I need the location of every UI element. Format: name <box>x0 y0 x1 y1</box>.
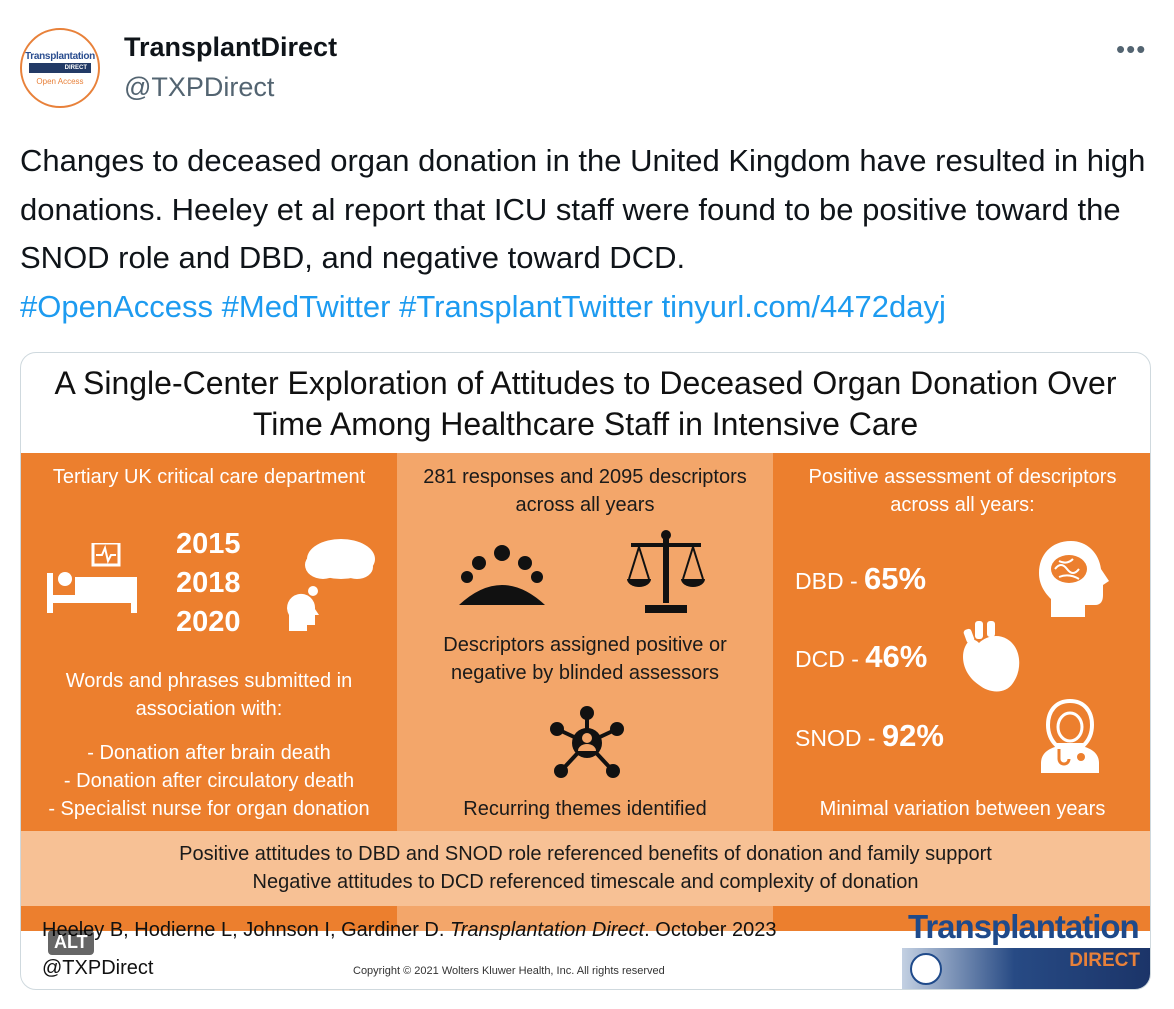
right-footer: Minimal variation between years <box>819 798 1106 820</box>
alt-text-badge[interactable]: ALT <box>48 930 94 955</box>
brain-head-icon <box>1039 541 1109 617</box>
logo-band <box>902 948 1150 989</box>
summary-line-2: Negative attitudes to DCD referenced tim… <box>252 871 919 893</box>
stat-dcd: DCD - 46% <box>795 639 927 675</box>
tweet-link[interactable]: tinyurl.com/4472dayj <box>661 288 946 324</box>
scales-icon <box>627 530 705 613</box>
citation-authors: Heeley B, Hodierne L, Johnson I, Gardine… <box>42 919 450 941</box>
summary-line-1: Positive attitudes to DBD and SNOD role … <box>179 843 992 865</box>
copyright: Copyright © 2021 Wolters Kluwer Health, … <box>353 965 665 977</box>
year-2020: 2020 <box>176 606 241 638</box>
thinking-head-icon <box>287 539 375 631</box>
logo-subtitle: DIRECT <box>1069 950 1140 971</box>
hashtag-openaccess[interactable]: #OpenAccess <box>20 288 213 324</box>
more-dots-icon[interactable]: ••• <box>1116 34 1147 64</box>
citation-date: . October 2023 <box>644 919 777 941</box>
summary-band: Positive attitudes to DBD and SNOD role … <box>21 831 1150 906</box>
infographic-title: A Single-Center Exploration of Attitudes… <box>54 365 1117 442</box>
stat-dbd-value: 65% <box>864 561 927 596</box>
transplantation-direct-logo: Transplantation DIRECT <box>902 908 1150 989</box>
heart-icon <box>963 621 1020 692</box>
group-meeting-icon <box>459 545 545 605</box>
author-avatar[interactable]: Transplantation DIRECT Open Access <box>20 28 100 108</box>
left-item-1: - Donation after brain death <box>87 742 331 764</box>
left-heading: Tertiary UK critical care department <box>52 466 366 488</box>
stat-snod-label: SNOD - <box>795 725 882 751</box>
tweet-text: Changes to deceased organ donation in th… <box>20 137 1160 331</box>
left-item-2: - Donation after circulatory death <box>63 770 355 792</box>
hashtag-medtwitter[interactable]: #MedTwitter <box>221 288 391 324</box>
year-2015: 2015 <box>176 528 241 560</box>
stat-snod: SNOD - 92% <box>795 718 944 754</box>
nurse-icon <box>1041 698 1099 773</box>
avatar-text-3: Open Access <box>36 76 84 86</box>
years-list: 2015 2018 2020 <box>176 525 241 642</box>
year-2018: 2018 <box>176 567 241 599</box>
words-intro: Words and phrases submitted in associati… <box>65 670 353 720</box>
hashtag-transplanttwitter[interactable]: #TransplantTwitter <box>399 288 653 324</box>
stat-snod-value: 92% <box>881 718 944 753</box>
descriptors-assigned: Descriptors assigned positive or negativ… <box>443 634 727 684</box>
avatar-text-2: DIRECT <box>29 62 91 73</box>
avatar-text-1: Transplantation <box>25 50 95 62</box>
themes-identified: Recurring themes identified <box>463 798 707 820</box>
tweet-body: Changes to deceased organ donation in th… <box>20 143 1146 275</box>
society-seal-icon <box>910 953 942 985</box>
citation-journal: Transplantation Direct <box>450 919 645 941</box>
stat-dbd: DBD - 65% <box>795 561 926 597</box>
logo-title: Transplantation <box>908 908 1140 945</box>
network-person-icon <box>550 706 624 778</box>
stat-dbd-label: DBD - <box>795 568 864 594</box>
tweet-media-image[interactable]: A Single-Center Exploration of Attitudes… <box>20 352 1151 990</box>
hospital-bed-icon <box>47 543 137 613</box>
infographic-handle: @TXPDirect <box>42 957 154 979</box>
middle-heading: 281 responses and 2095 descriptors acros… <box>423 466 747 516</box>
stat-dcd-value: 46% <box>865 639 928 674</box>
author-display-name[interactable]: TransplantDirect <box>124 32 338 62</box>
right-heading: Positive assessment of descriptors acros… <box>808 466 1117 516</box>
citation: Heeley B, Hodierne L, Johnson I, Gardine… <box>42 919 776 942</box>
left-item-3: - Specialist nurse for organ donation <box>48 798 370 820</box>
author-handle[interactable]: @TXPDirect <box>124 72 275 102</box>
stat-dcd-label: DCD - <box>795 646 866 672</box>
